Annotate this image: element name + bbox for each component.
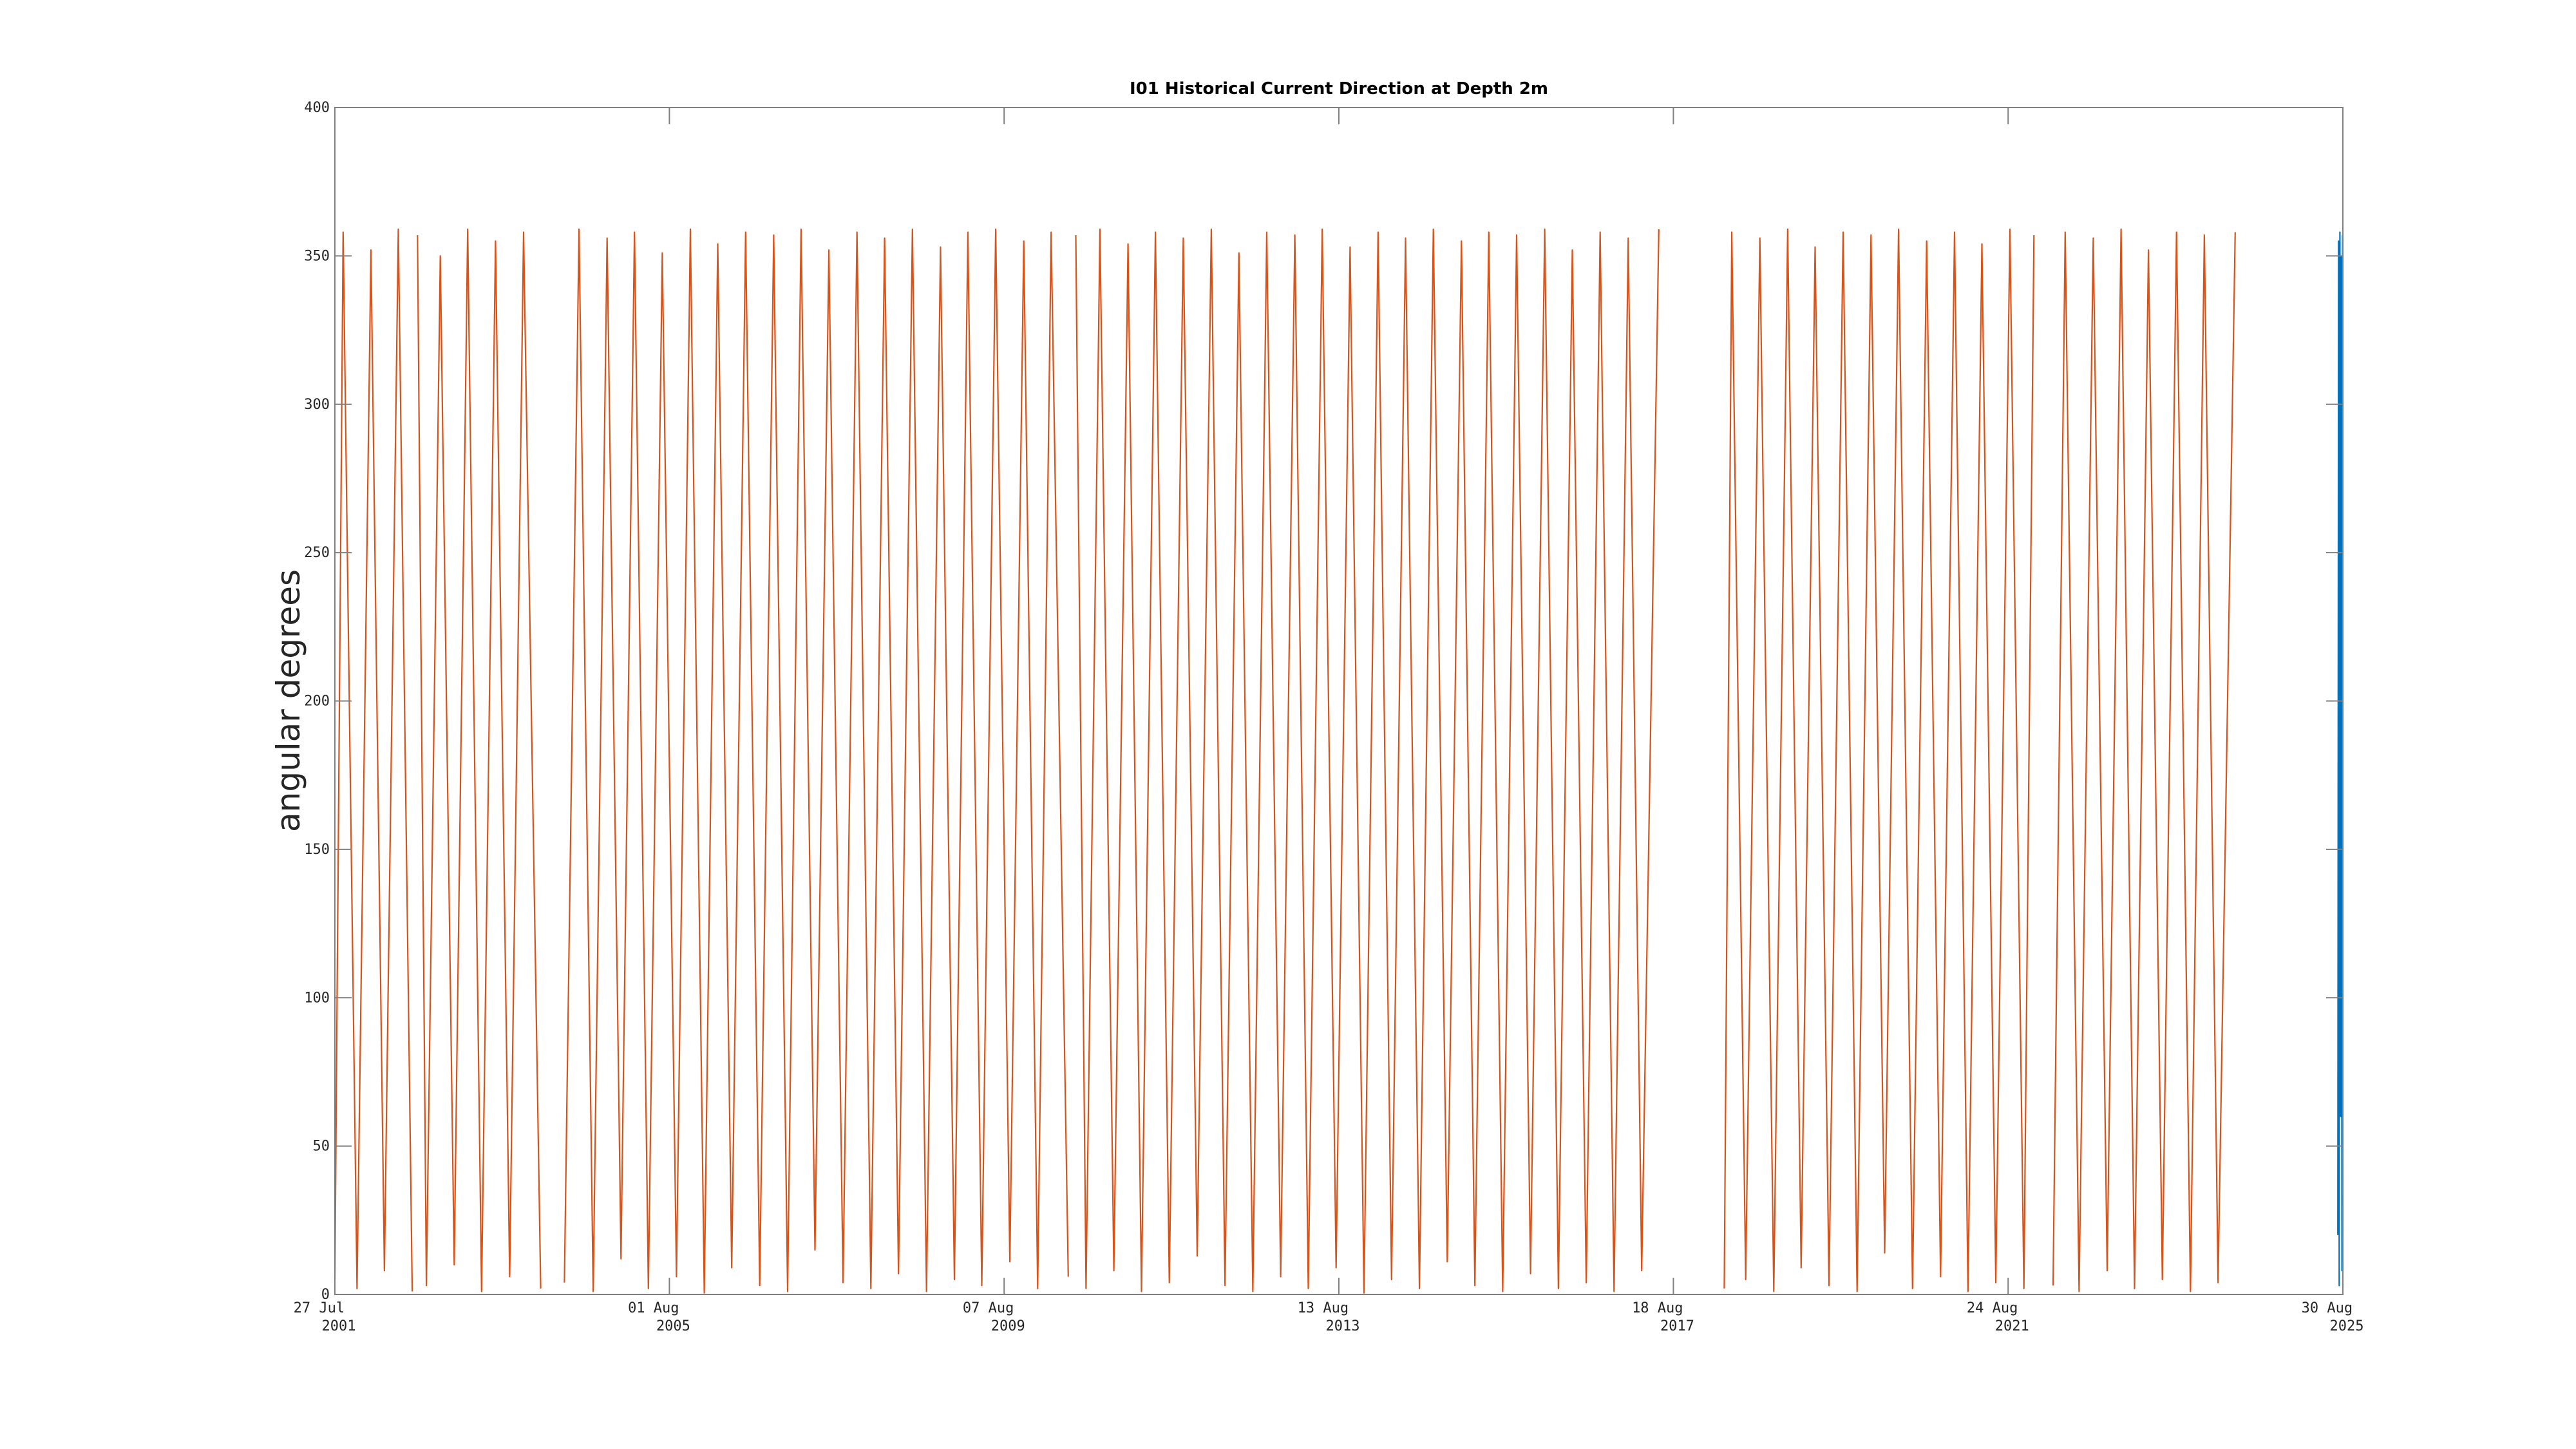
y-tick-label: 350 xyxy=(304,248,330,264)
y-tick-label: 250 xyxy=(304,545,330,561)
chart-title: I01 Historical Current Direction at Dept… xyxy=(1130,79,1548,99)
x-tick-label: 13 Aug 2013 xyxy=(1298,1300,1360,1334)
x-tick-label: 27 Jul 2001 xyxy=(294,1300,356,1334)
y-tick-label: 400 xyxy=(304,100,330,116)
x-tick-label: 24 Aug 2021 xyxy=(1967,1300,2029,1334)
x-tick-label: 30 Aug 2025 xyxy=(2302,1300,2364,1334)
y-tick-label: 0 xyxy=(321,1287,330,1303)
y-tick-label: 100 xyxy=(304,990,330,1006)
y-tick-label: 50 xyxy=(313,1139,330,1155)
y-tick-label: 150 xyxy=(304,842,330,858)
x-tick-label: 01 Aug 2005 xyxy=(628,1300,690,1334)
x-tick-label: 07 Aug 2009 xyxy=(963,1300,1025,1334)
y-tick-label: 200 xyxy=(304,694,330,710)
y-axis-label: angular degrees xyxy=(270,569,307,832)
y-tick-label: 300 xyxy=(304,397,330,413)
data-line xyxy=(2337,231,2344,1287)
x-tick-label: 18 Aug 2017 xyxy=(1632,1300,1694,1334)
data-line xyxy=(334,228,2236,1294)
